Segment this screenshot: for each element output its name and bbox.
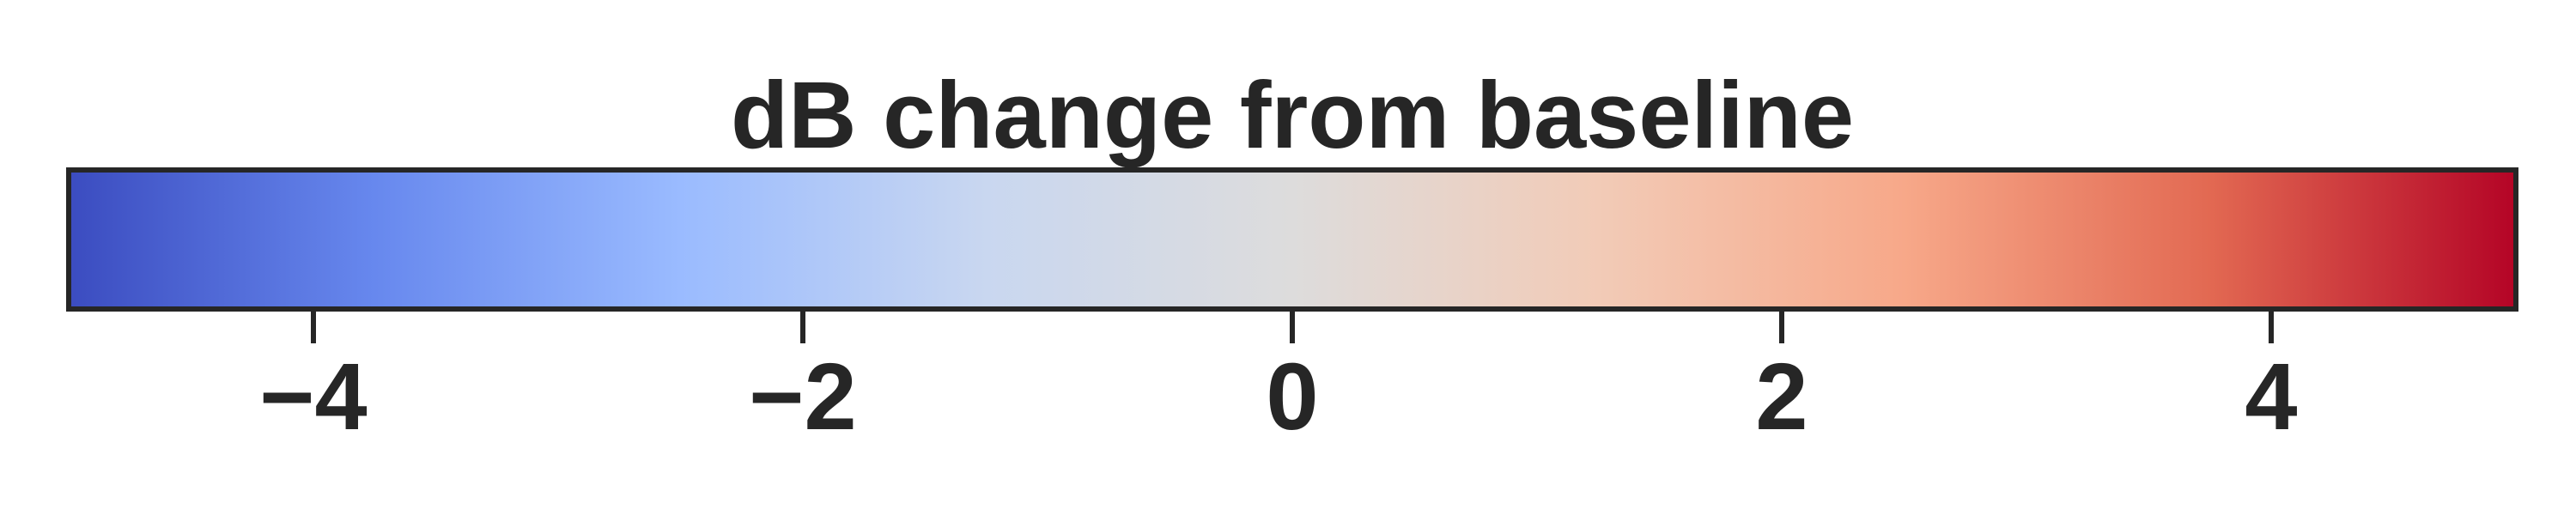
colorbar-tick-label: 4 [2245, 344, 2297, 450]
colorbar-tick-label: 2 [1755, 344, 1807, 450]
colorbar-tick-label: 0 [1266, 344, 1318, 450]
colorbar-title: dB change from baseline [731, 63, 1854, 168]
colorbar-tick-label: −2 [749, 344, 856, 450]
colorbar-gradient [69, 170, 2516, 309]
colorbar-tick-group: −4 −2 0 2 4 [259, 309, 2298, 450]
colorbar-tick-label: −4 [259, 344, 367, 450]
